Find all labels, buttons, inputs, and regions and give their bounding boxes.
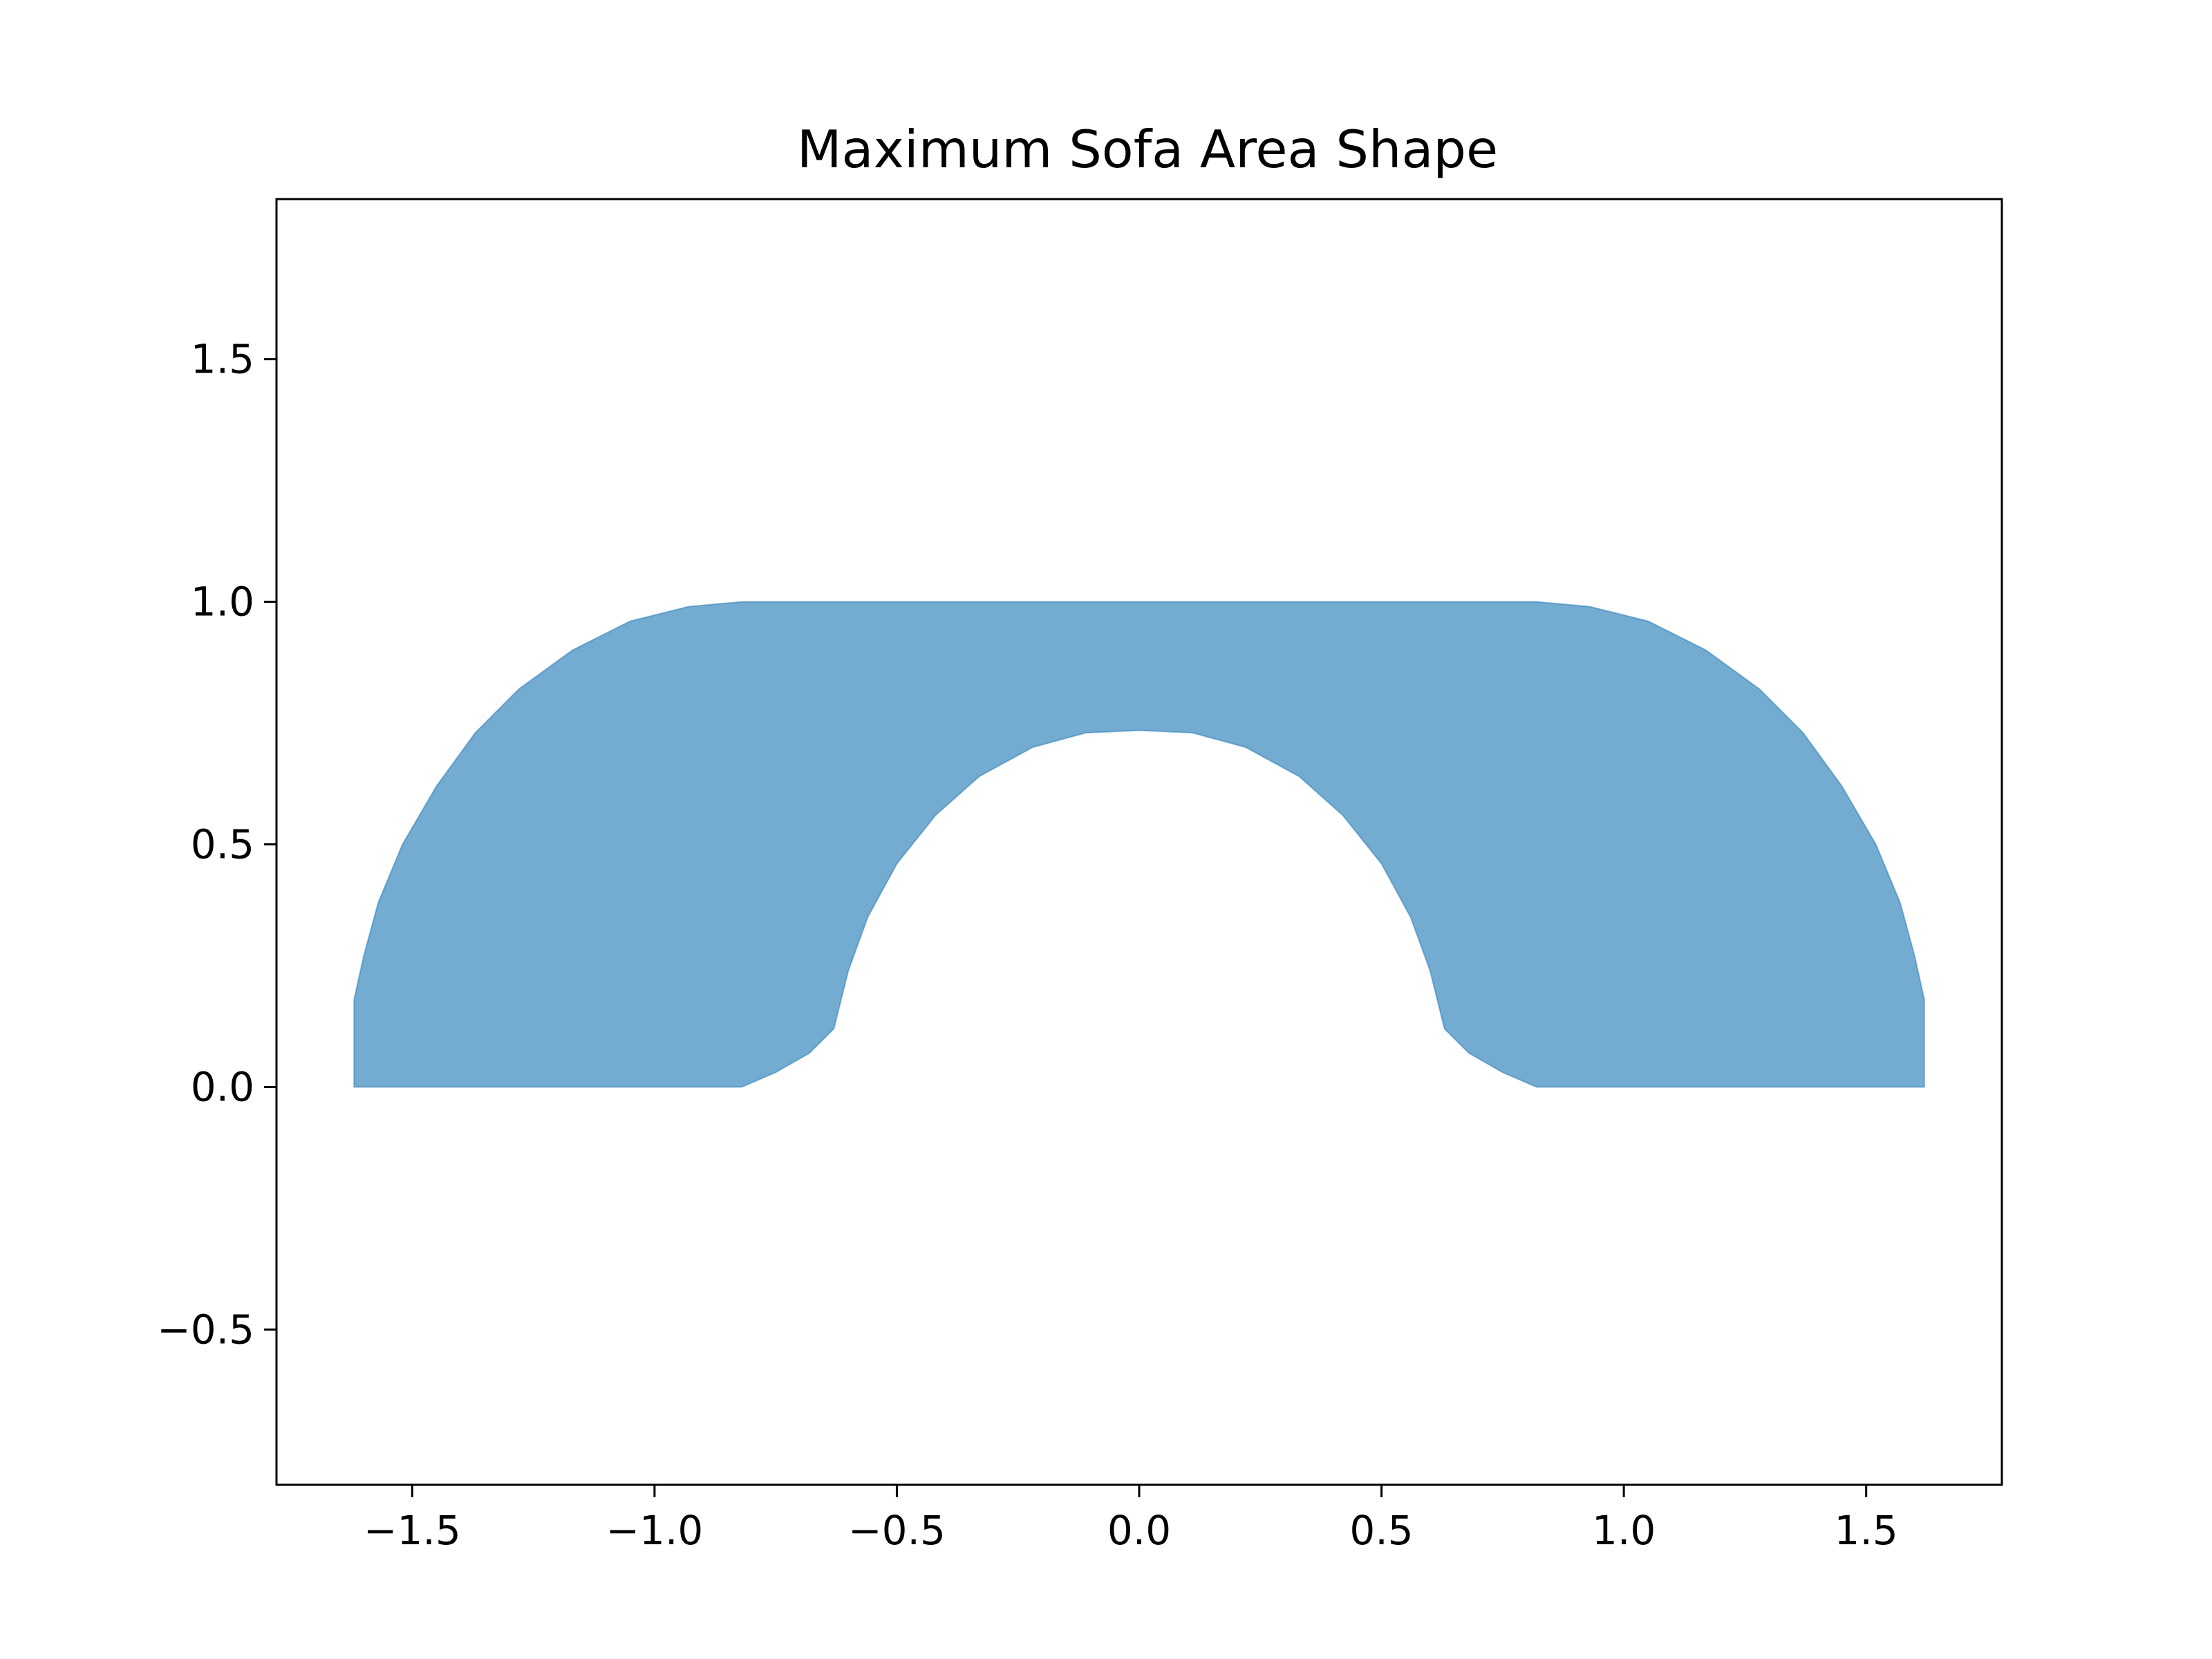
y-tick-label: 1.5 bbox=[191, 336, 254, 383]
plot-area bbox=[353, 601, 1925, 1088]
x-tick-label: −1.5 bbox=[364, 1507, 461, 1554]
sofa-area-shape bbox=[353, 601, 1925, 1088]
x-tick-label: −1.0 bbox=[606, 1507, 703, 1554]
x-tick-label: 0.0 bbox=[1107, 1507, 1171, 1554]
y-axis: −0.5 0.0 0.5 1.0 1.5 bbox=[157, 336, 276, 1353]
chart-title: Maximum Sofa Area Shape bbox=[797, 119, 1498, 180]
y-tick-label: 0.5 bbox=[191, 821, 254, 868]
x-tick-label: 1.0 bbox=[1592, 1507, 1656, 1554]
x-axis: −1.5 −1.0 −0.5 0.0 0.5 1.0 1.5 bbox=[364, 1485, 1898, 1554]
x-tick-label: 0.5 bbox=[1349, 1507, 1413, 1554]
y-tick-label: −0.5 bbox=[157, 1306, 254, 1353]
x-tick-label: −0.5 bbox=[848, 1507, 946, 1554]
x-tick-label: 1.5 bbox=[1835, 1507, 1898, 1554]
y-tick-label: 0.0 bbox=[191, 1063, 254, 1110]
y-tick-label: 1.0 bbox=[191, 579, 254, 626]
